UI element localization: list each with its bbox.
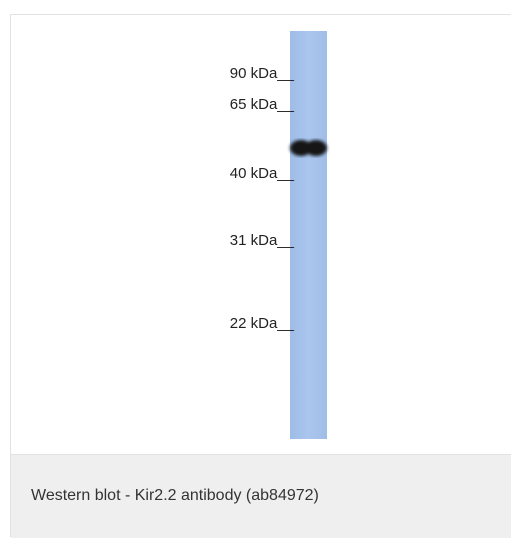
marker-label: 40 kDa__: [230, 165, 294, 182]
band: [290, 140, 327, 156]
blot-figure: 90 kDa__ 65 kDa__ 40 kDa__ 31 kDa__ 22 k…: [11, 15, 511, 454]
page: {"figure": {"markers": ["90 kDa__", "65 …: [0, 0, 511, 538]
caption: Western blot - Kir2.2 antibody (ab84972): [31, 487, 319, 505]
marker-label: 31 kDa__: [230, 232, 294, 249]
marker-label: 22 kDa__: [230, 315, 294, 332]
marker-label: 90 kDa__: [230, 65, 294, 82]
figure-card: 90 kDa__ 65 kDa__ 40 kDa__ 31 kDa__ 22 k…: [10, 14, 511, 537]
lane: [290, 31, 327, 439]
caption-area: Western blot - Kir2.2 antibody (ab84972): [11, 454, 511, 538]
marker-label: 65 kDa__: [230, 96, 294, 113]
